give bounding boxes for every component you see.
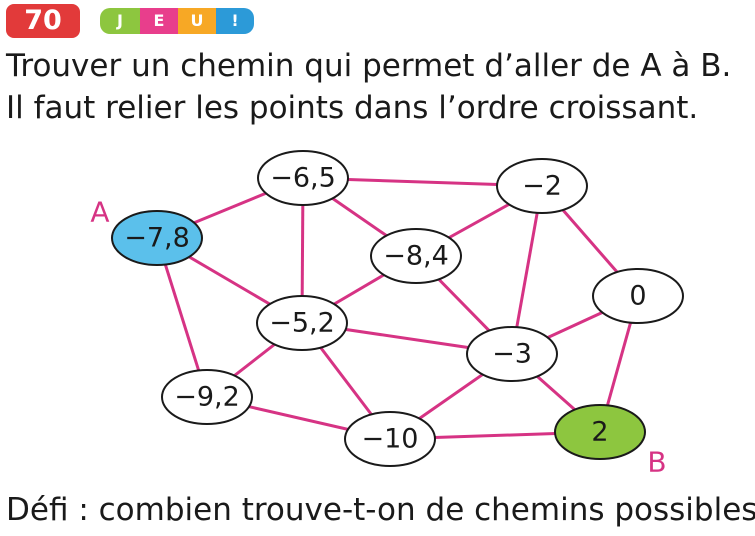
node-ellipse: [370, 228, 462, 284]
node-ellipse: [111, 210, 203, 266]
node-ellipse: [257, 150, 349, 206]
graph-node-n6: −5,2: [256, 295, 348, 351]
node-ellipse: [161, 369, 253, 425]
graph-node-n9: −10: [344, 411, 436, 467]
end-label-b: B: [647, 446, 666, 479]
graph-edge-n3-n7: [510, 185, 544, 355]
node-value-label: −10: [362, 424, 419, 455]
start-label-a: A: [90, 196, 109, 229]
graph-node-n1: −7,8: [111, 210, 203, 266]
jeu-tag-exclamation: !: [216, 8, 254, 34]
node-value-label: 0: [629, 281, 646, 312]
node-ellipse: [256, 295, 348, 351]
graph-node-n3: −2: [496, 158, 588, 214]
node-value-label: −5,2: [269, 308, 335, 339]
graph-node-n4: −8,4: [370, 228, 462, 284]
jeu-tag-letter-u: U: [178, 8, 216, 34]
graph-node-n2: −6,5: [257, 150, 349, 206]
node-ellipse: [496, 158, 588, 214]
challenge-question: Défi : combien trouve-t-on de chemins po…: [6, 492, 755, 528]
node-ellipse: [554, 404, 646, 460]
node-ellipse: [466, 326, 558, 382]
node-value-label: −3: [492, 339, 532, 370]
node-value-label: −8,4: [383, 241, 449, 272]
graph-nodes: −7,8 −6,5 −2 −8,4 0 −5,2 −3 −9,2 −10 2: [111, 150, 684, 467]
node-ellipse: [344, 411, 436, 467]
node-ellipse: [592, 268, 684, 324]
exercise-number-badge: 70: [6, 4, 80, 38]
jeu-tag-letter-j: J: [100, 8, 140, 34]
graph-node-n10: 2: [554, 404, 646, 460]
node-value-label: −7,8: [124, 223, 190, 254]
node-value-label: −6,5: [270, 163, 336, 194]
graph-node-n8: −9,2: [161, 369, 253, 425]
graph-node-n7: −3: [466, 326, 558, 382]
instruction-line-2: Il faut relier les points dans l’ordre c…: [6, 90, 699, 126]
node-value-label: −2: [522, 171, 562, 202]
graph-node-n5: 0: [592, 268, 684, 324]
node-value-label: −9,2: [174, 382, 240, 413]
instruction-line-1: Trouver un chemin qui permet d’aller de …: [6, 48, 732, 84]
node-value-label: 2: [591, 417, 608, 448]
jeu-tag-letter-e: E: [140, 8, 178, 34]
